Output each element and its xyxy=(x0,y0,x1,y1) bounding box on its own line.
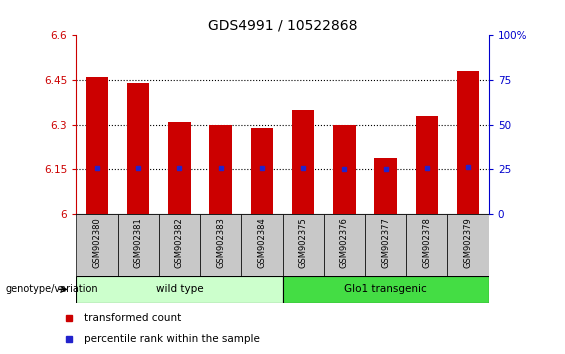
Bar xyxy=(76,214,118,276)
Bar xyxy=(333,125,356,214)
Text: GSM902383: GSM902383 xyxy=(216,217,225,268)
Text: GSM902382: GSM902382 xyxy=(175,217,184,268)
Bar xyxy=(447,214,489,276)
Text: genotype/variation: genotype/variation xyxy=(6,284,98,295)
Bar xyxy=(292,110,315,214)
Bar xyxy=(374,158,397,214)
Bar xyxy=(406,214,447,276)
Text: GSM902375: GSM902375 xyxy=(299,217,307,268)
Bar xyxy=(365,214,406,276)
Bar xyxy=(457,71,480,214)
Bar xyxy=(76,276,282,303)
Text: GSM902379: GSM902379 xyxy=(464,217,472,268)
Bar xyxy=(324,214,365,276)
Bar xyxy=(282,276,489,303)
Text: GSM902384: GSM902384 xyxy=(258,217,266,268)
Bar xyxy=(241,214,282,276)
Text: percentile rank within the sample: percentile rank within the sample xyxy=(84,334,259,344)
Bar xyxy=(200,214,241,276)
Bar xyxy=(159,214,200,276)
Text: GSM902380: GSM902380 xyxy=(93,217,101,268)
Bar xyxy=(250,128,273,214)
Bar xyxy=(282,214,324,276)
Text: GSM902376: GSM902376 xyxy=(340,217,349,268)
Bar xyxy=(118,214,159,276)
Text: GSM902381: GSM902381 xyxy=(134,217,142,268)
Text: wild type: wild type xyxy=(155,284,203,295)
Bar xyxy=(85,77,108,214)
Bar xyxy=(209,125,232,214)
Bar xyxy=(168,122,191,214)
Text: GSM902378: GSM902378 xyxy=(423,217,431,268)
Bar xyxy=(127,83,150,214)
Text: GSM902377: GSM902377 xyxy=(381,217,390,268)
Text: Glo1 transgenic: Glo1 transgenic xyxy=(344,284,427,295)
Title: GDS4991 / 10522868: GDS4991 / 10522868 xyxy=(208,19,357,33)
Text: transformed count: transformed count xyxy=(84,313,181,323)
Bar xyxy=(415,116,438,214)
